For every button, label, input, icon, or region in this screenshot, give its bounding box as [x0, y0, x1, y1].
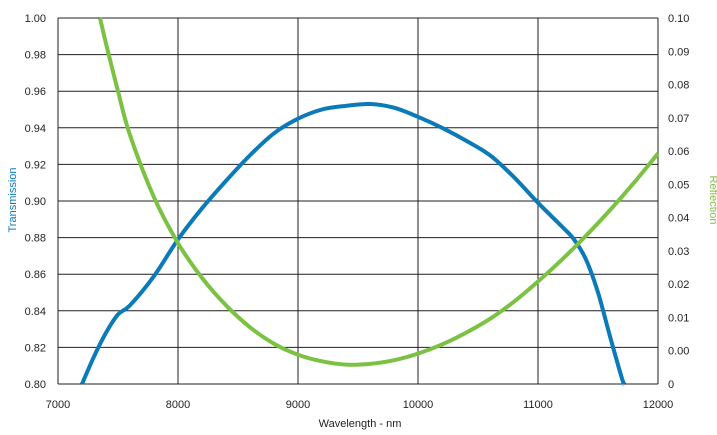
y-left-tick-label: 0.82: [25, 342, 46, 354]
y-left-tick-label: 0.90: [25, 196, 46, 208]
y-right-tick-label: 0: [668, 379, 674, 391]
x-tick-label: 9000: [286, 399, 310, 411]
y-left-tick-label: 0.80: [25, 379, 46, 391]
x-tick-label: 7000: [46, 399, 70, 411]
y-left-tick-label: 0.92: [25, 159, 46, 171]
x-axis-title: Wavelength - nm: [319, 418, 402, 430]
y-left-tick-label: 0.88: [25, 233, 46, 245]
x-tick-label: 10000: [403, 399, 434, 411]
y-left-tick-label: 0.96: [25, 86, 46, 98]
y-left-tick-label: 1.00: [25, 13, 46, 25]
transmission-series-line: [80, 101, 627, 386]
y-right-tick-label: 0.01: [668, 312, 689, 324]
x-tick-label: 11000: [523, 399, 553, 411]
tick-labels: 7000 8000 9000 10000 11000 12000 0.80 0.82 0.84 0…: [25, 13, 690, 411]
y-left-tick-label: 0.86: [25, 269, 46, 281]
y-right-tick-label: 0.10: [668, 13, 689, 25]
y-right-tick-label: 0.02: [668, 279, 689, 291]
grid: [57, 17, 659, 385]
y-right-tick-label: 0.04: [668, 213, 689, 225]
y-right-tick-label: 0.06: [668, 146, 689, 158]
y-left-tick-label: 0.84: [25, 306, 46, 318]
series-layer: [80, 17, 660, 386]
y-right-axis-title: Reflection: [707, 176, 717, 225]
y-right-tick-label: 0.03: [668, 246, 689, 258]
y-right-tick-label: 0.09: [668, 46, 689, 58]
y-right-tick-label: 0.08: [668, 80, 689, 92]
reflection-series-line: [98, 17, 660, 367]
x-tick-label: 12000: [643, 399, 674, 411]
y-left-tick-label: 0.94: [25, 123, 46, 135]
y-right-tick-label: 0.05: [668, 179, 689, 191]
y-left-axis-title: Transmission: [7, 168, 19, 233]
y-right-tick-label: 0.00: [668, 346, 689, 358]
y-left-tick-label: 0.98: [25, 50, 46, 62]
y-right-tick-label: 0.07: [668, 113, 689, 125]
x-tick-label: 8000: [166, 399, 190, 411]
